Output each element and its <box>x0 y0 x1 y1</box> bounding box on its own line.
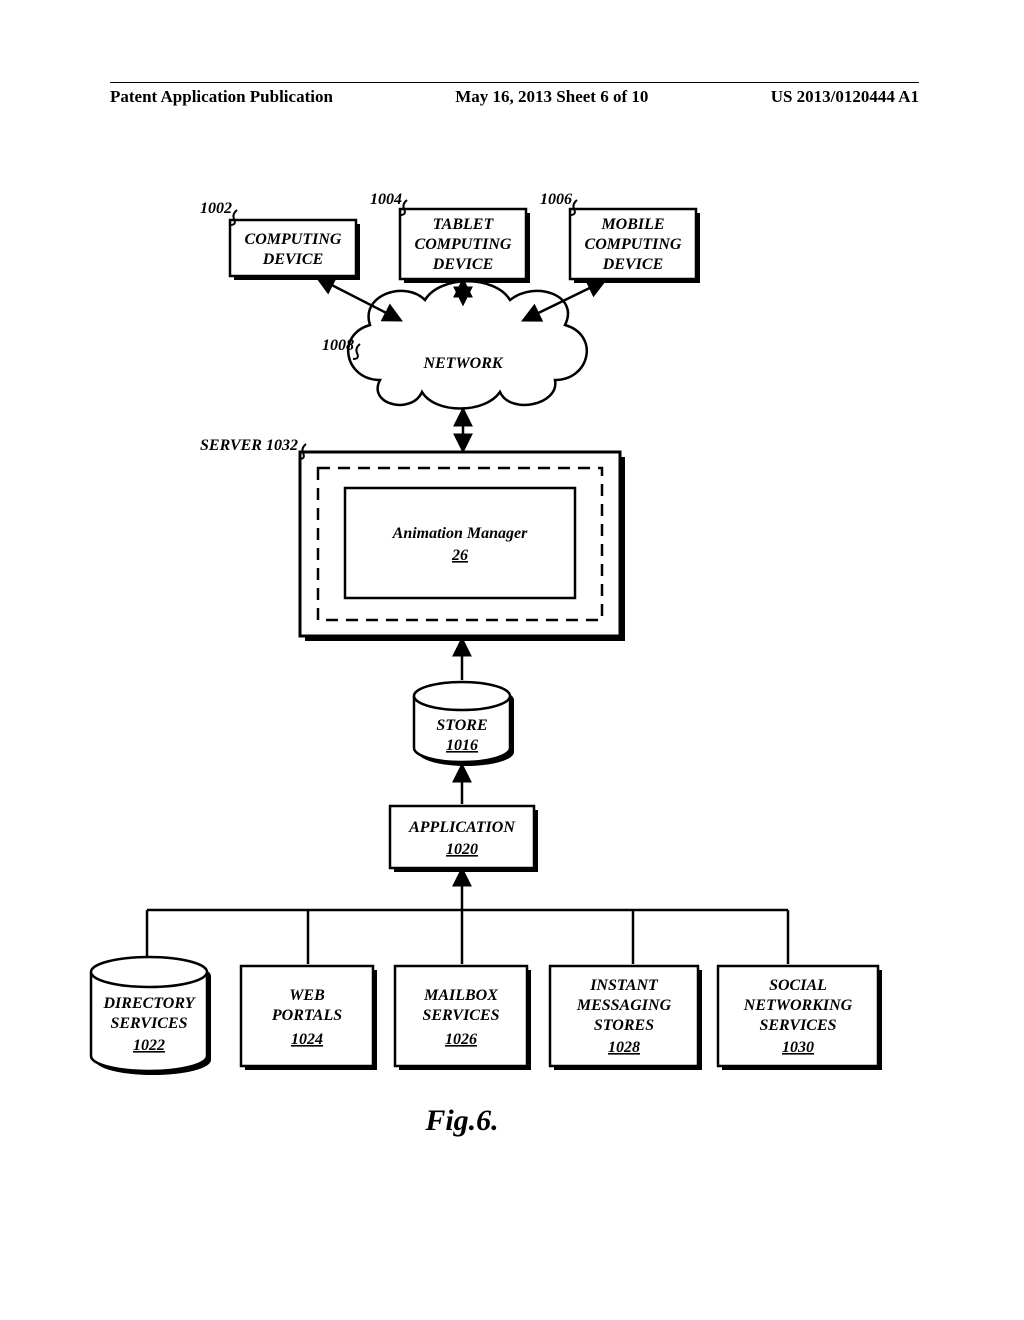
fanout <box>147 870 788 964</box>
svg-text:MESSAGING: MESSAGING <box>576 997 672 1014</box>
svg-text:COMPUTING: COMPUTING <box>585 236 682 253</box>
svg-text:NETWORK: NETWORK <box>422 355 503 372</box>
svg-text:STORES: STORES <box>594 1017 654 1034</box>
im-stores-box: INSTANT MESSAGING STORES 1028 <box>550 966 702 1070</box>
svg-text:DEVICE: DEVICE <box>432 256 493 273</box>
page: Patent Application Publication May 16, 2… <box>0 0 1024 1320</box>
svg-text:1008: 1008 <box>322 337 354 354</box>
svg-text:1016: 1016 <box>446 737 478 754</box>
svg-text:SOCIAL: SOCIAL <box>769 977 827 994</box>
mailbox-services-box: MAILBOX SERVICES 1026 <box>395 966 531 1070</box>
svg-text:TABLET: TABLET <box>433 216 495 233</box>
computing-device-box: COMPUTING DEVICE <box>230 220 360 280</box>
web-portals-box: WEB PORTALS 1024 <box>241 966 377 1070</box>
animation-manager-label: Animation Manager <box>392 525 528 542</box>
svg-text:MOBILE: MOBILE <box>600 216 664 233</box>
svg-text:SERVER 1032: SERVER 1032 <box>200 437 298 454</box>
svg-text:COMPUTING: COMPUTING <box>415 236 512 253</box>
tablet-device-box: TABLET COMPUTING DEVICE <box>400 209 530 283</box>
svg-text:DIRECTORY: DIRECTORY <box>103 995 196 1012</box>
svg-text:APPLICATION: APPLICATION <box>408 819 516 836</box>
page-header: Patent Application Publication May 16, 2… <box>110 82 919 107</box>
header-center: May 16, 2013 Sheet 6 of 10 <box>455 87 648 107</box>
svg-text:COMPUTING: COMPUTING <box>245 231 342 248</box>
figure-svg: COMPUTING DEVICE TABLET COMPUTING DEVICE… <box>0 0 1024 1320</box>
svg-text:1002: 1002 <box>200 200 232 217</box>
directory-services-cylinder: DIRECTORY SERVICES 1022 <box>91 957 211 1075</box>
header-right: US 2013/0120444 A1 <box>771 87 919 107</box>
svg-text:STORE: STORE <box>436 717 487 734</box>
svg-text:1020: 1020 <box>446 841 478 858</box>
mobile-device-box: MOBILE COMPUTING DEVICE <box>570 209 700 283</box>
svg-text:DEVICE: DEVICE <box>602 256 663 273</box>
application-box: APPLICATION 1020 <box>390 806 538 872</box>
svg-text:NETWORKING: NETWORKING <box>743 997 853 1014</box>
network-cloud: NETWORK <box>348 281 587 408</box>
animation-manager-ref: 26 <box>451 547 468 564</box>
svg-text:1028: 1028 <box>608 1039 640 1056</box>
figure-label: Fig.6. <box>424 1104 498 1137</box>
svg-text:SERVICES: SERVICES <box>422 1007 499 1024</box>
svg-text:1030: 1030 <box>782 1039 814 1056</box>
svg-text:DEVICE: DEVICE <box>262 251 323 268</box>
svg-text:1022: 1022 <box>133 1037 165 1054</box>
svg-text:SERVICES: SERVICES <box>759 1017 836 1034</box>
svg-text:PORTALS: PORTALS <box>271 1007 342 1024</box>
ref-server: SERVER 1032 <box>200 437 306 459</box>
svg-text:INSTANT: INSTANT <box>589 977 659 994</box>
svg-text:1006: 1006 <box>540 191 572 208</box>
svg-text:SERVICES: SERVICES <box>110 1015 187 1032</box>
svg-text:1024: 1024 <box>291 1031 323 1048</box>
svg-text:WEB: WEB <box>289 987 325 1004</box>
svg-text:1026: 1026 <box>445 1031 477 1048</box>
store-cylinder: STORE 1016 <box>414 682 514 766</box>
server-box: Animation Manager 26 <box>300 452 625 641</box>
svg-text:1004: 1004 <box>370 191 402 208</box>
header-left: Patent Application Publication <box>110 87 333 107</box>
social-services-box: SOCIAL NETWORKING SERVICES 1030 <box>718 966 882 1070</box>
svg-text:MAILBOX: MAILBOX <box>423 987 498 1004</box>
